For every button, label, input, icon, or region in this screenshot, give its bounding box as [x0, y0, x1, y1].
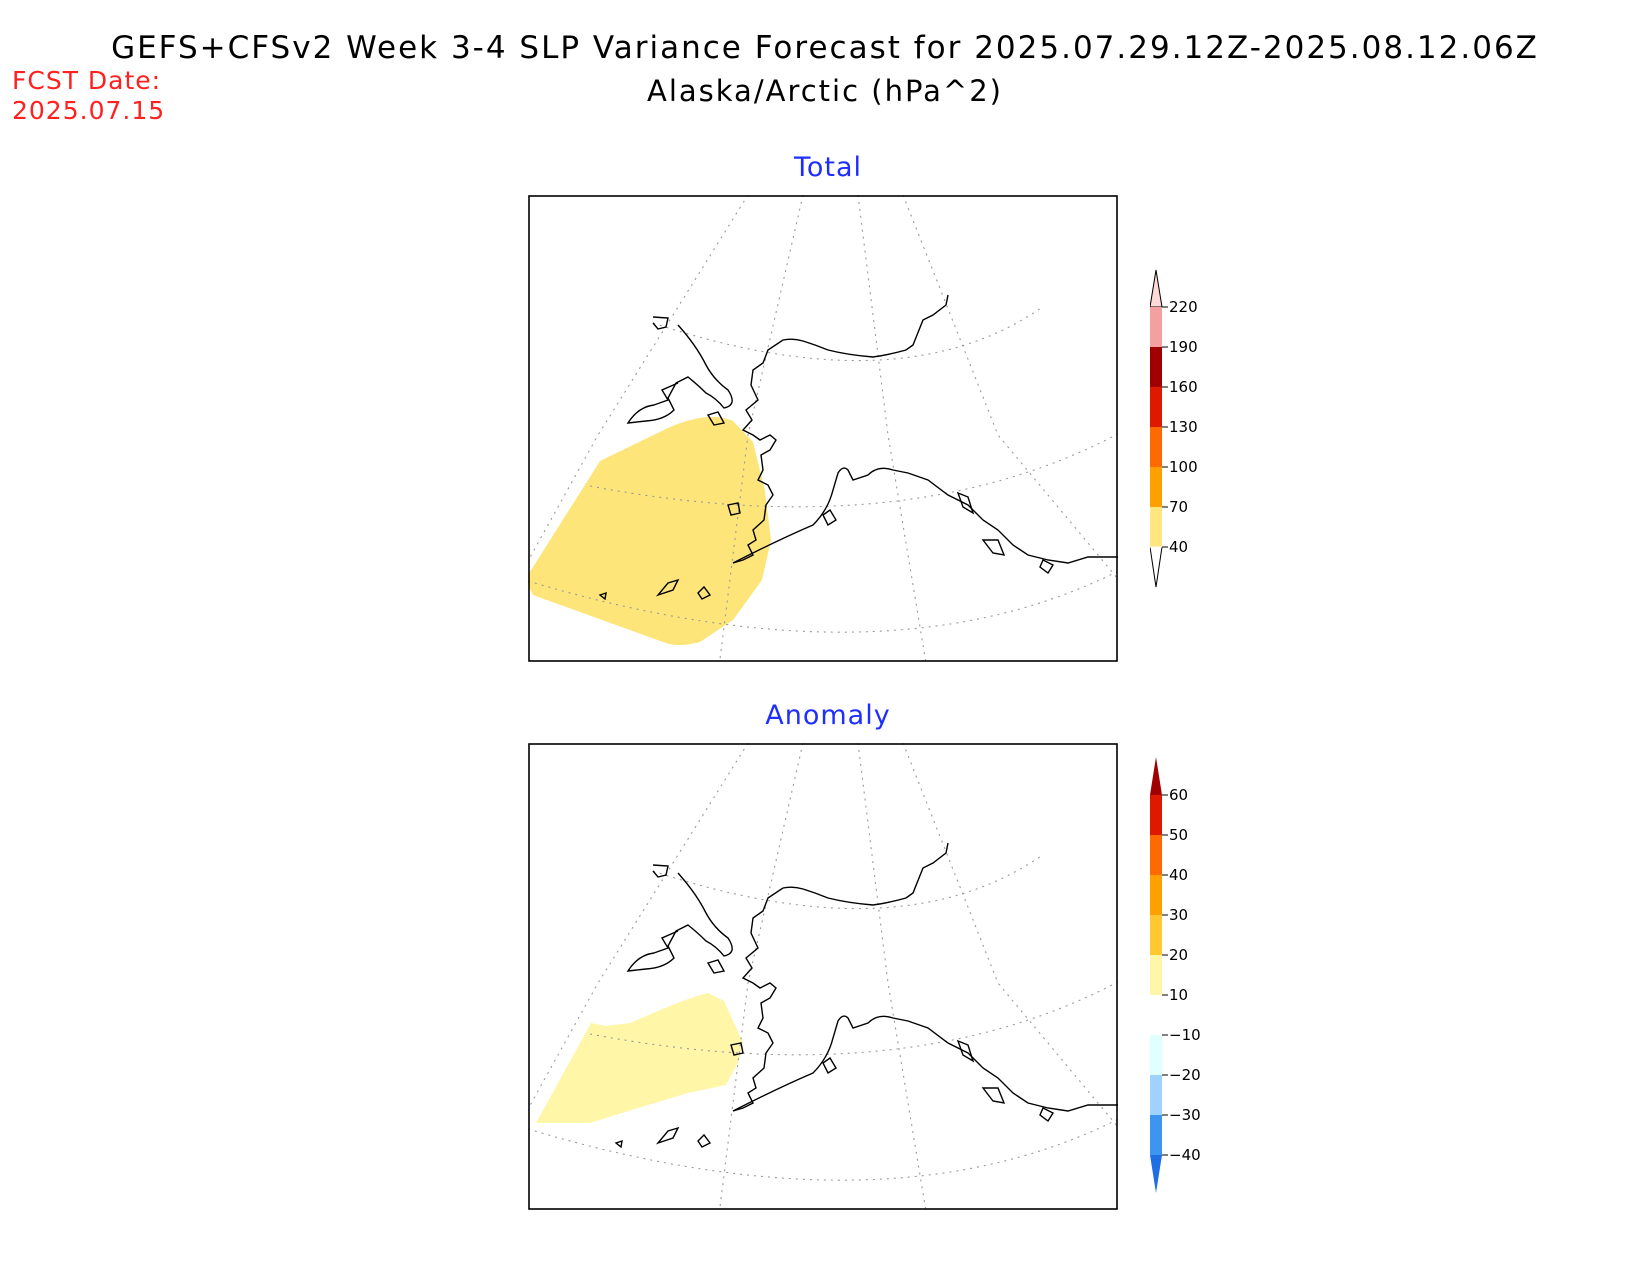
fcst-date-label: FCST Date: — [12, 66, 162, 95]
anomaly-bin-m10-m20 — [1150, 1035, 1162, 1075]
anomaly-bin-neutral — [1150, 995, 1162, 1035]
colorbar-label: 20 — [1169, 946, 1188, 964]
total-shaded-region — [528, 416, 771, 645]
colorbar-label: 220 — [1169, 298, 1198, 316]
colorbar-bottom-arrow — [1150, 1155, 1162, 1193]
colorbar-label: 190 — [1169, 338, 1198, 356]
anomaly-map — [528, 743, 1118, 1210]
total-bin-190-220 — [1150, 307, 1162, 347]
colorbar-label: −10 — [1169, 1026, 1201, 1044]
graticule — [528, 743, 1118, 1210]
anomaly-bin-m20-m30 — [1150, 1075, 1162, 1115]
map-frame — [528, 743, 1118, 1210]
graticule — [528, 195, 1118, 662]
coastlines — [614, 842, 1118, 1149]
colorbar-top-arrow — [1150, 269, 1163, 308]
total-colorbar: 220 190 160 130 100 70 40 — [1150, 269, 1198, 588]
colorbar-label: 30 — [1169, 906, 1188, 924]
colorbar-label: 10 — [1169, 986, 1188, 1004]
anomaly-bin-m30-m40 — [1150, 1115, 1162, 1155]
total-panel-title: Total — [793, 152, 863, 183]
anomaly-shaded-region — [536, 993, 743, 1123]
anomaly-bin-20-30 — [1150, 915, 1162, 955]
main-title: GEFS+CFSv2 Week 3-4 SLP Variance Forecas… — [111, 30, 1539, 66]
colorbar-label: 60 — [1169, 786, 1188, 804]
colorbar-label: −40 — [1169, 1146, 1201, 1164]
total-map — [528, 195, 1118, 662]
anomaly-bin-30-40 — [1150, 875, 1162, 915]
subtitle: Alaska/Arctic (hPa^2) — [647, 74, 1003, 108]
colorbar-label: 130 — [1169, 418, 1198, 436]
colorbar-label: −20 — [1169, 1066, 1201, 1084]
fcst-date-value: 2025.07.15 — [12, 96, 166, 125]
colorbar-label: 160 — [1169, 378, 1198, 396]
colorbar-label: −30 — [1169, 1106, 1201, 1124]
anomaly-bin-50-60 — [1150, 795, 1162, 835]
anomaly-bin-10-20 — [1150, 955, 1162, 995]
total-bin-100-130 — [1150, 427, 1162, 467]
colorbar-label: 40 — [1169, 866, 1188, 884]
map-frame — [528, 195, 1118, 662]
anomaly-colorbar: 60 50 40 30 20 10 −10 −20 −30 −40 — [1150, 757, 1201, 1193]
anomaly-panel-title: Anomaly — [765, 700, 891, 731]
total-bin-70-100 — [1150, 467, 1162, 507]
colorbar-label: 70 — [1169, 498, 1188, 516]
coastlines — [598, 294, 1118, 601]
anomaly-bin-40-50 — [1150, 835, 1162, 875]
total-bin-160-190 — [1150, 347, 1162, 387]
total-bin-130-160 — [1150, 387, 1162, 427]
total-bin-40-70 — [1150, 507, 1162, 547]
colorbar-top-arrow — [1150, 757, 1162, 795]
colorbar-label: 40 — [1169, 538, 1188, 556]
colorbar-label: 100 — [1169, 458, 1198, 476]
colorbar-bottom-arrow — [1150, 546, 1163, 588]
colorbar-label: 50 — [1169, 826, 1188, 844]
